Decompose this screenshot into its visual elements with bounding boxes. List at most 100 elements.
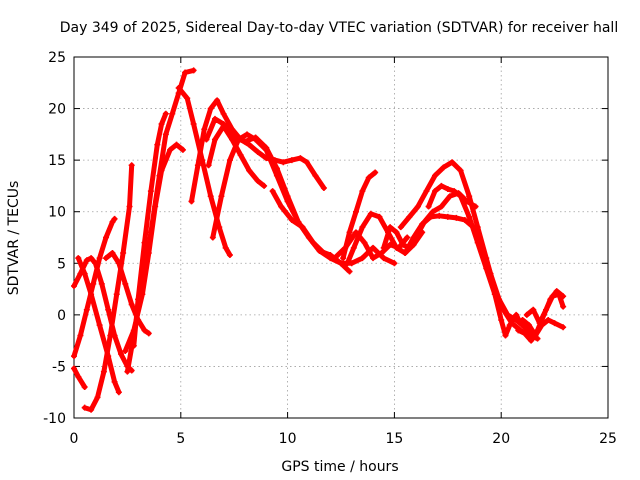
- data-point: [431, 172, 438, 179]
- data-point: [344, 260, 351, 267]
- data-point: [515, 327, 522, 334]
- data-point: [498, 317, 505, 324]
- data-point: [83, 257, 90, 264]
- data-point: [201, 126, 208, 133]
- data-point: [154, 141, 161, 148]
- data-point: [107, 332, 114, 339]
- series-points-5: [81, 162, 135, 413]
- plot-frame: [73, 56, 609, 419]
- data-series: [71, 67, 567, 413]
- data-point: [273, 172, 280, 179]
- data-point: [461, 216, 468, 223]
- data-point: [346, 268, 353, 275]
- data-point: [179, 146, 186, 153]
- x-tick-label: 15: [385, 431, 403, 447]
- x-axis-ticks: 0 5 10 15 20 25: [70, 57, 617, 447]
- data-point: [299, 224, 306, 231]
- data-point: [397, 224, 404, 231]
- data-point: [96, 255, 103, 262]
- data-point: [75, 373, 82, 380]
- data-point: [169, 110, 176, 117]
- data-point: [530, 306, 537, 313]
- y-tick-label: 25: [48, 50, 66, 66]
- data-point: [555, 291, 562, 298]
- data-point: [141, 327, 148, 334]
- series-points-21: [425, 182, 524, 339]
- y-tick-label: -5: [52, 359, 66, 375]
- data-point: [190, 121, 197, 128]
- series-points-15: [269, 188, 411, 262]
- data-point: [483, 265, 490, 272]
- data-point: [109, 249, 116, 256]
- data-point: [111, 378, 118, 385]
- data-point: [303, 159, 310, 166]
- data-point: [504, 311, 511, 318]
- data-point: [214, 97, 221, 104]
- data-point: [246, 167, 253, 174]
- data-point: [545, 317, 552, 324]
- data-point: [346, 229, 353, 236]
- data-point: [423, 188, 430, 195]
- data-point: [474, 239, 481, 246]
- data-point: [226, 157, 233, 164]
- data-point: [320, 249, 327, 256]
- data-point: [414, 203, 421, 210]
- data-point: [244, 131, 251, 138]
- series-points-3: [71, 255, 135, 374]
- data-point: [436, 212, 443, 219]
- y-tick-label: 20: [48, 102, 66, 118]
- x-tick-label: 10: [279, 431, 297, 447]
- data-point: [71, 365, 77, 372]
- x-tick-label: 0: [70, 431, 79, 447]
- series-line-19: [398, 159, 540, 342]
- series-points-13: [205, 123, 268, 189]
- data-point: [361, 239, 368, 246]
- data-point: [205, 162, 212, 169]
- data-point: [182, 69, 189, 76]
- data-point: [320, 184, 327, 191]
- data-point: [111, 215, 118, 222]
- data-point: [427, 213, 434, 220]
- data-point: [122, 347, 129, 354]
- data-point: [218, 193, 225, 200]
- data-point: [359, 224, 366, 231]
- data-point: [532, 332, 539, 339]
- data-point: [380, 244, 387, 251]
- data-point: [207, 105, 214, 112]
- data-point: [103, 234, 110, 241]
- data-point: [406, 213, 413, 220]
- data-point: [370, 244, 377, 251]
- data-point: [269, 188, 276, 195]
- series-points-24: [523, 291, 567, 327]
- data-point: [209, 234, 216, 241]
- data-point: [81, 270, 88, 277]
- data-point: [310, 239, 317, 246]
- series-line-16: [340, 170, 378, 261]
- y-tick-label: 10: [48, 205, 66, 221]
- series-points-1: [71, 365, 88, 391]
- x-tick-label: 5: [176, 431, 185, 447]
- data-point: [147, 188, 154, 195]
- y-tick-label: 0: [57, 308, 66, 324]
- data-point: [491, 291, 498, 298]
- data-point: [506, 322, 513, 329]
- data-point: [359, 188, 366, 195]
- data-point: [128, 301, 135, 308]
- series-line-6: [103, 250, 152, 336]
- data-point: [444, 186, 451, 193]
- data-point: [431, 188, 438, 195]
- series-points-9: [130, 110, 169, 349]
- data-point: [449, 159, 456, 166]
- data-point: [254, 177, 261, 184]
- data-point: [446, 193, 453, 200]
- data-point: [147, 229, 154, 236]
- data-point: [241, 138, 248, 145]
- data-point: [263, 146, 270, 153]
- data-point: [404, 234, 411, 241]
- data-point: [135, 296, 142, 303]
- data-point: [220, 123, 227, 130]
- data-point: [100, 368, 107, 375]
- data-point: [88, 291, 95, 298]
- data-point: [130, 342, 137, 349]
- data-point: [226, 252, 233, 259]
